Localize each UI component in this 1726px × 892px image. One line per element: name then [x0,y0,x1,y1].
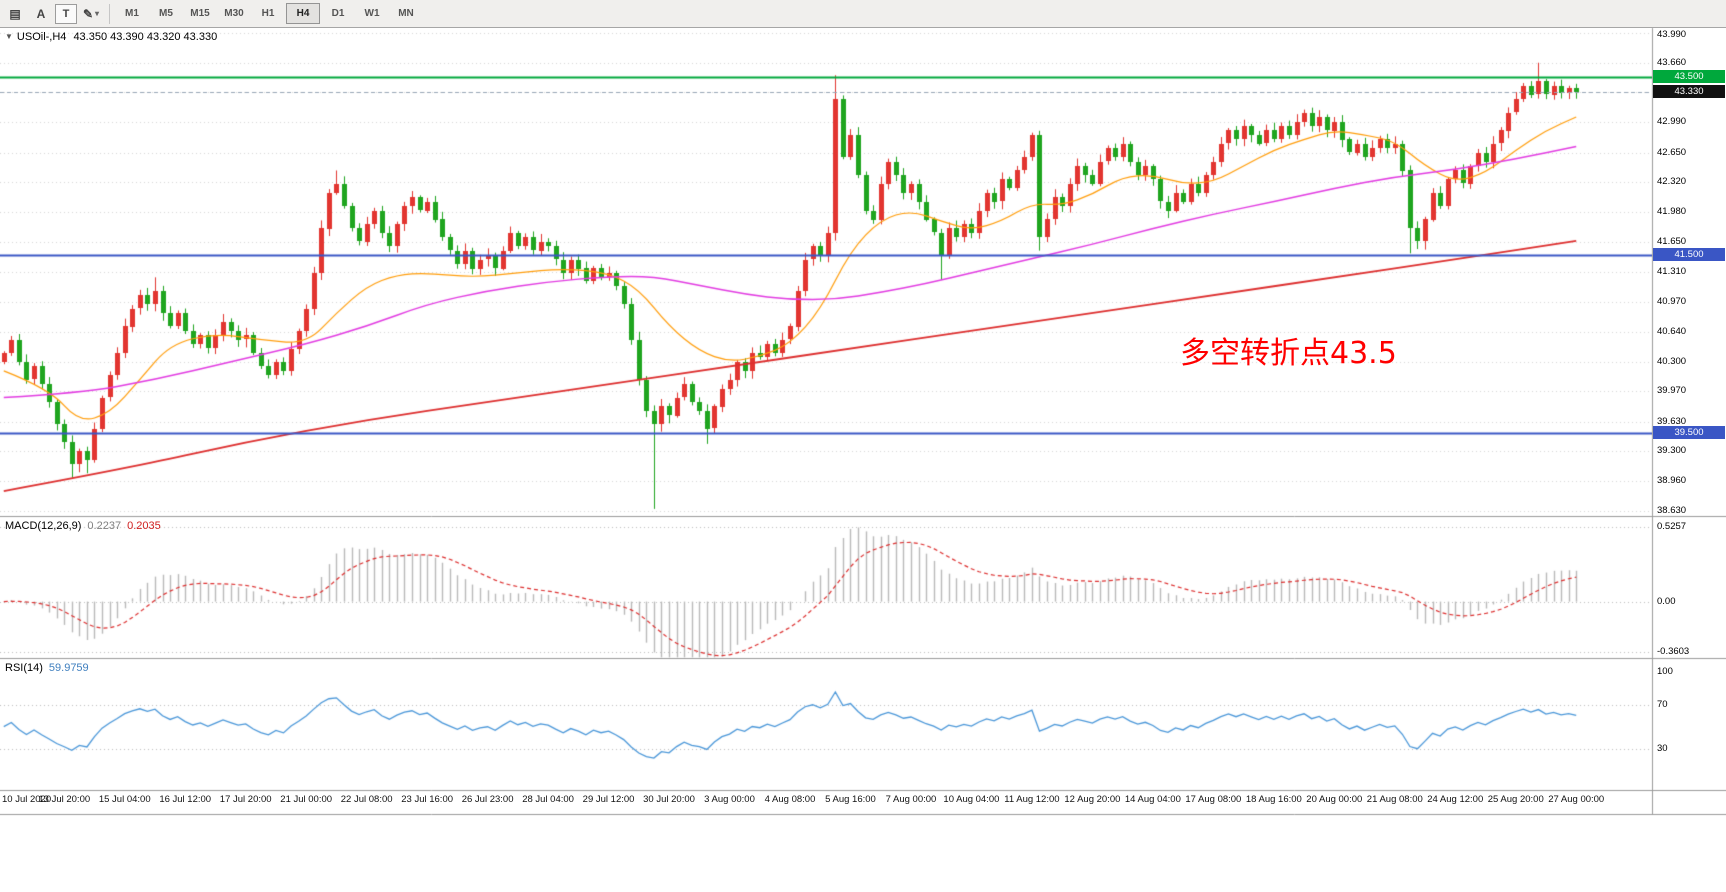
text-tool-button[interactable]: T [55,3,77,24]
timeframe-m1-button[interactable]: M1 [125,8,139,19]
timeframe-h1-button[interactable]: H1 [261,8,275,19]
draw-tool-button[interactable]: ✎ ▾ [79,3,103,24]
toolbar-separator [109,3,110,24]
timeframe-mn-button[interactable]: MN [398,8,414,19]
charts-grid-icon: ▤ [9,6,21,21]
timeframe-m5-button[interactable]: M5 [159,8,173,19]
timeframe-d1-button[interactable]: D1 [331,8,345,19]
charts-grid-button[interactable]: ▤ [3,3,27,24]
draw-tool-icon: ✎ [82,6,94,21]
cursor-icon: A [36,6,46,21]
tool-group: ▤ A T ✎ ▾ [3,3,103,24]
cursor-button[interactable]: A [29,3,53,24]
dropdown-caret-icon: ▾ [95,9,100,18]
timeframe-group: M1 M5 M15 M30 H1 H4 D1 W1 MN [116,3,422,24]
toolbar: ▤ A T ✎ ▾ M1 M5 M15 M30 H1 H4 D1 W1 MN [0,0,1726,28]
text-tool-icon: T [62,7,70,20]
timeframe-h4-button[interactable]: H4 [286,3,320,24]
timeframe-m30-button[interactable]: M30 [224,8,244,19]
timeframe-m15-button[interactable]: M15 [190,8,210,19]
timeframe-w1-button[interactable]: W1 [364,8,380,19]
